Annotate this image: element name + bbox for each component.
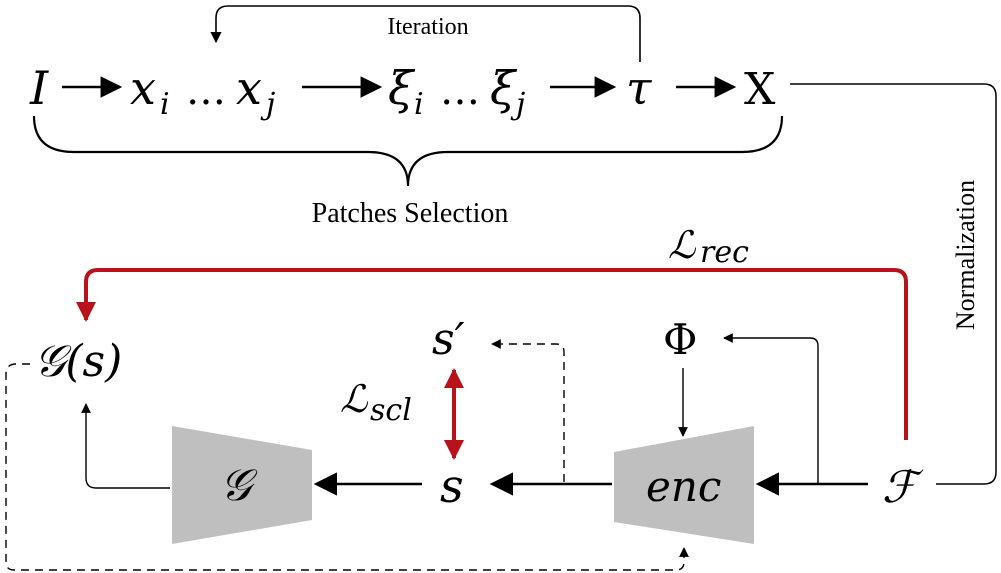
patches-selection-brace <box>32 115 784 187</box>
symbol-x-j: x <box>236 61 262 115</box>
generator-block <box>172 426 312 544</box>
arrow-s-to-s-prime-dashed <box>491 339 565 482</box>
rec-loss-arrow <box>76 268 908 440</box>
arrow-F-to-phi <box>723 333 819 484</box>
output-to-enc-dashed-loop <box>5 363 689 571</box>
symbol-xi-i-sub: i <box>414 87 424 122</box>
rec-loss-symbol: ℒ <box>668 223 697 267</box>
s-symbol: s <box>440 459 464 513</box>
iteration-label: Iteration <box>387 14 468 40</box>
symbol-xi-i: ξ <box>388 61 416 115</box>
scl-loss-sub: scl <box>370 393 412 428</box>
symbol-x-i: x <box>130 61 156 115</box>
symbol-I: I <box>29 61 49 115</box>
arrow-generator-to-output <box>81 403 170 489</box>
patches-selection-label: Patches Selection <box>312 198 509 229</box>
s-prime-symbol: s′ <box>432 314 465 365</box>
normalization-connector <box>790 83 997 485</box>
iteration-loop-arrow <box>210 5 641 62</box>
symbol-xi-j: ξ <box>490 61 518 115</box>
symbol-X: X <box>744 64 776 115</box>
symbol-x-i-sub: i <box>160 87 170 122</box>
rec-loss-sub: rec <box>700 235 749 270</box>
normalization-label: Normalization <box>951 180 980 330</box>
generated-output-symbol: 𝒢(s) <box>34 336 122 387</box>
ellipsis-xi: … <box>440 68 480 114</box>
symbol-x-j-sub: j <box>260 87 275 122</box>
ellipsis-x: … <box>186 68 226 114</box>
encoder-label: enc <box>646 462 721 511</box>
symbol-tau: τ <box>626 61 653 115</box>
feature-symbol: ℱ <box>882 462 924 513</box>
encoder-block <box>614 426 754 544</box>
scl-loss-symbol: ℒ <box>340 377 369 421</box>
phi-symbol: Φ <box>663 315 697 364</box>
